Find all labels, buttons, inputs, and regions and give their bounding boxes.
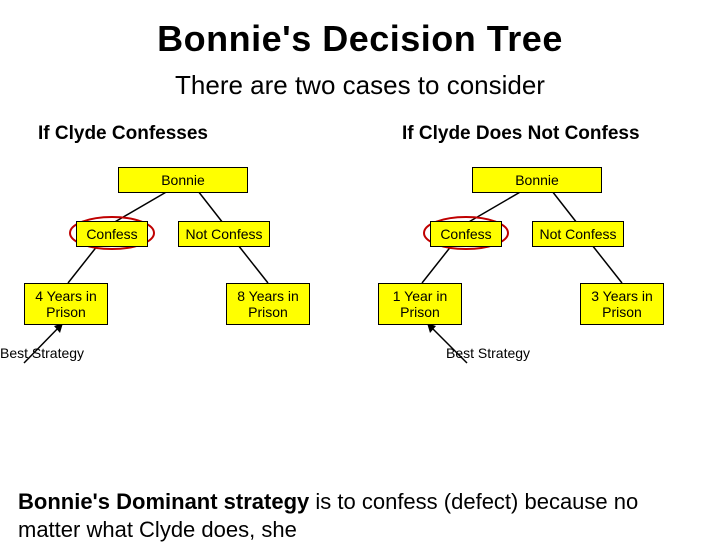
outcome-right-right: 3 Years in Prison <box>580 283 664 325</box>
case-label-left: If Clyde Confesses <box>18 123 348 145</box>
best-label-left: Best Strategy <box>0 345 84 361</box>
choice-notconfess-right: Not Confess <box>532 221 624 247</box>
root-box-right: Bonnie <box>472 167 602 193</box>
case-label-right: If Clyde Does Not Confess <box>372 123 702 145</box>
tree-right: If Clyde Does Not Confess Bonnie Confess… <box>372 123 702 161</box>
choice-notconfess-left: Not Confess <box>178 221 270 247</box>
outcome-left-right: 1 Year in Prison <box>378 283 462 325</box>
tree-left: If Clyde Confesses Bonnie Confess Not Co… <box>18 123 348 161</box>
outcome-left-left: 4 Years in Prison <box>24 283 108 325</box>
slide-title: Bonnie's Decision Tree <box>0 18 720 60</box>
outcome-right-left: 8 Years in Prison <box>226 283 310 325</box>
conclusion-text: Bonnie's Dominant strategy is to confess… <box>18 488 702 543</box>
connectors-left <box>18 123 348 383</box>
choice-confess-right: Confess <box>430 221 502 247</box>
best-label-right: Best Strategy <box>446 345 530 361</box>
choice-confess-left: Confess <box>76 221 148 247</box>
root-box-left: Bonnie <box>118 167 248 193</box>
tree-container: If Clyde Confesses Bonnie Confess Not Co… <box>0 123 720 161</box>
slide-subtitle: There are two cases to consider <box>0 70 720 101</box>
conclusion-bold: Bonnie's Dominant strategy <box>18 489 309 514</box>
connectors-right <box>372 123 702 383</box>
